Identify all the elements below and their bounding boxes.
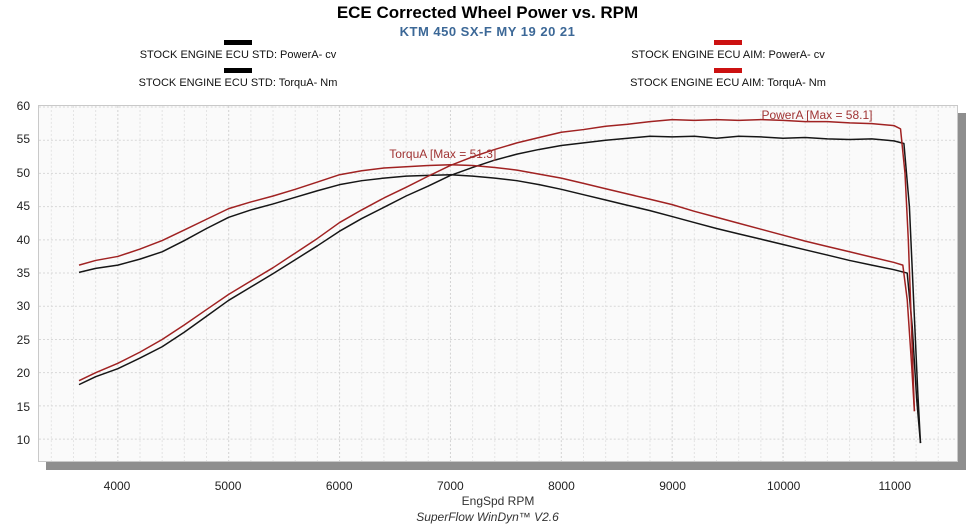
curve-stock-engine-ecu-std-powera-cv [78, 135, 922, 444]
y-tick-label: 30 [16, 299, 30, 314]
chart-title: ECE Corrected Wheel Power vs. RPM [336, 3, 639, 22]
legend-label-aim-torque: STOCK ENGINE ECU AIM: TorquA- Nm [630, 77, 826, 89]
y-tick-label: 45 [16, 199, 30, 214]
y-tick-label: 10 [16, 432, 30, 447]
y-tick-label: 55 [16, 132, 30, 147]
legend-item-std-torque: STOCK ENGINE ECU STD: TorquA- Nm [138, 68, 338, 90]
legend-swatch-std-power-line [223, 40, 252, 45]
legend-label-std-torque: STOCK ENGINE ECU STD: TorquA- Nm [138, 77, 338, 89]
x-tick-label: 4000 [103, 479, 131, 493]
max-annotation: PowerA [Max = 58.1] [761, 108, 873, 122]
plot-area [38, 105, 958, 462]
x-tick-label: 7000 [436, 479, 464, 493]
legend-aim: STOCK ENGINE ECU AIM: PowerA- cv STOCK E… [623, 40, 833, 96]
curve-stock-engine-ecu-aim-torqua-nm [78, 164, 916, 412]
y-tick-label: 40 [16, 232, 30, 247]
y-tick-label: 60 [16, 99, 30, 113]
curve-stock-engine-ecu-aim-powera-cv [78, 118, 916, 412]
legend-label-std-power: STOCK ENGINE ECU STD: PowerA- cv [139, 49, 337, 61]
x-tick-label: 6000 [325, 479, 353, 493]
x-axis-label: EngSpd RPM [461, 494, 535, 508]
legend-item-aim-power: STOCK ENGINE ECU AIM: PowerA- cv [631, 40, 825, 62]
legend-label-aim-power: STOCK ENGINE ECU AIM: PowerA- cv [631, 49, 825, 61]
y-tick-label: 15 [16, 399, 30, 414]
legend-item-aim-torque: STOCK ENGINE ECU AIM: TorquA- Nm [630, 68, 826, 90]
curve-stock-engine-ecu-std-torqua-nm [78, 173, 922, 444]
footer-watermark: SuperFlow WinDyn™ V2.6 [416, 510, 559, 524]
y-tick-label: 50 [16, 165, 30, 180]
legend-swatch-aim-torque-line [714, 68, 742, 73]
chart-subtitle: KTM 450 SX-F MY 19 20 21 [399, 24, 576, 39]
x-tick-label: 11000 [878, 479, 911, 493]
y-tick-label: 25 [16, 332, 30, 347]
x-tick-label: 9000 [659, 479, 686, 493]
y-tick-label: 20 [16, 366, 30, 381]
y-tick-label: 35 [16, 265, 30, 280]
chart-canvas [39, 106, 957, 461]
legend-swatch-aim-power-line [714, 40, 742, 45]
max-annotation: TorquA [Max = 51.3] [389, 146, 497, 161]
legend-swatch-std-torque-line [223, 68, 252, 73]
x-tick-label: 8000 [548, 479, 575, 493]
legend-std: STOCK ENGINE ECU STD: PowerA- cv STOCK E… [133, 40, 343, 96]
legend-item-std-power: STOCK ENGINE ECU STD: PowerA- cv [139, 40, 337, 62]
x-tick-label: 10000 [766, 479, 801, 493]
x-tick-label: 5000 [214, 479, 242, 493]
